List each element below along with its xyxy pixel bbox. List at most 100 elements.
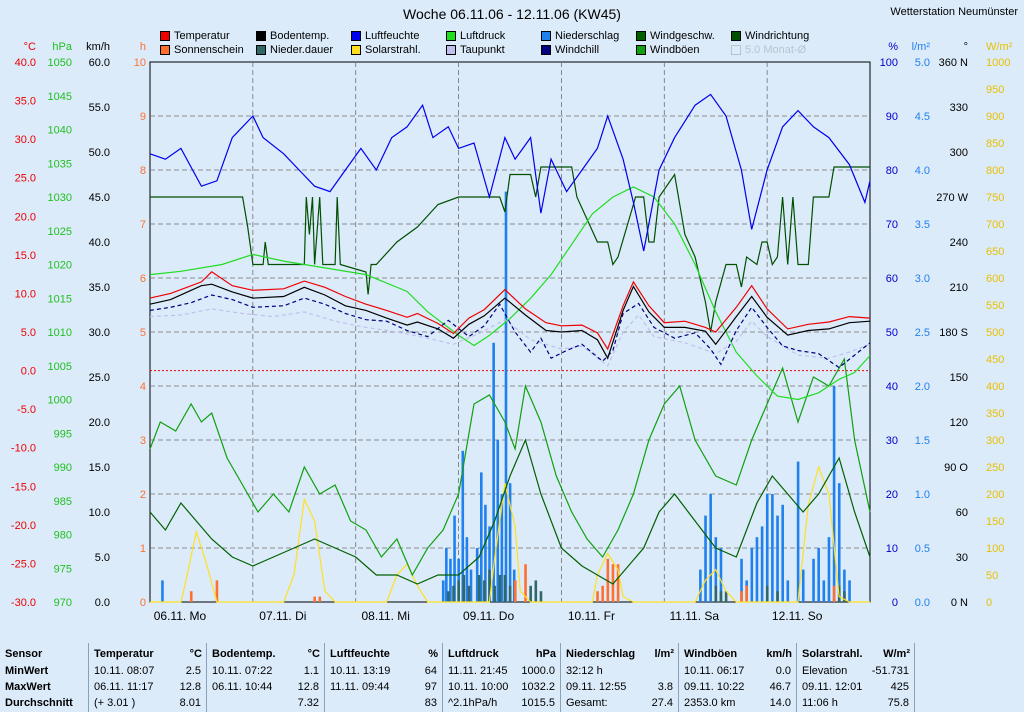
stats-avg-value: 75.8 [887,697,909,709]
rain-axis-tick: 4.0 [915,165,930,177]
day-label: 11.11. Sa [669,609,719,623]
stats-max-time: 09.11. 10:22 [684,681,745,693]
legend-item-temperatur[interactable]: Temperatur [160,30,230,42]
solar-axis-tick: 300 [986,435,1004,447]
solar-axis-tick: 100 [986,543,1004,555]
stats-section-luftdruck: Luftdruck hPa 11.11. 21:45 1000.0 10.11. 1… [442,643,560,712]
bar-niederschlag [704,515,707,602]
pressure-axis-tick: 970 [54,597,72,609]
stats-unit: W/m² [883,648,910,660]
direction-axis-tick: 150 [950,372,968,384]
direction-axis-tick: 30 [956,552,968,564]
bar-sonnenschein [513,580,517,602]
legend-item-niederdauer[interactable]: Nieder.dauer [256,44,333,56]
pressure-axis-tick: 1035 [48,158,72,170]
stats-avg-value: 14.0 [769,697,791,709]
bar-niederschlag [771,494,774,602]
bar-niederschlag [161,580,164,602]
bar-sonnenschein [313,596,316,602]
pressure-axis-tick: 1030 [48,192,72,204]
legend-item-windchill[interactable]: Windchill [541,44,599,56]
wind-axis-unit: km/h [86,41,110,53]
legend-swatch [351,45,361,55]
legend-item-bodentemp[interactable]: Bodentemp. [256,30,329,42]
bar-niederschlag [475,548,479,602]
bar-sonnenschein [745,585,748,602]
chart-title: Woche 06.11.06 - 12.11.06 (KW45) [403,6,621,22]
wind-axis-tick: 35.0 [89,282,110,294]
bar-sonnenschein [596,591,599,602]
bar-niederschlag [484,504,487,602]
stats-section-solarstrahl: Solarstrahl. W/m² Elevation -51.731 09.11.… [796,643,914,712]
temp-axis-tick: 40.0 [15,57,36,69]
bar-niederschlag [843,569,846,602]
wind-axis-tick: 20.0 [89,417,110,429]
bar-sonnenschein [215,580,219,602]
pressure-axis-unit: hPa [52,41,72,53]
bar-niederschlag [750,548,754,602]
stats-max-value: 425 [890,681,909,693]
hours-axis-tick: 10 [134,57,146,69]
wind-axis-tick: 40.0 [89,237,110,249]
humidity-axis-tick: 80 [886,165,898,177]
solar-axis-tick: 750 [986,192,1004,204]
bar-niederdauer [498,575,502,602]
bar-sonnenschein [832,585,836,602]
legend-swatch [446,31,456,41]
temp-axis-tick: -5.0 [17,404,36,416]
bar-niederschlag [496,440,500,602]
stats-header: Luftdruck [448,648,499,660]
legend-item-luftfeuchte[interactable]: Luftfeuchte [351,30,419,42]
legend-item-monat-avg[interactable]: 5.0 Monat-Ø [731,44,806,56]
humidity-axis-tick: 50 [886,327,898,339]
direction-axis-tick: 330 [950,102,968,114]
legend-item-taupunkt[interactable]: Taupunkt [446,44,505,56]
bar-niederdauer [483,580,486,602]
hours-axis-tick: 9 [140,111,146,123]
direction-axis-tick: 300 [950,147,968,159]
legend-item-windrichtung[interactable]: Windrichtung [731,30,809,42]
pressure-axis-tick: 1025 [48,226,72,238]
pressure-axis-tick: 990 [54,462,72,474]
legend-swatch [541,45,551,55]
temp-axis-tick: 5.0 [21,327,36,339]
bar-niederschlag [699,569,702,602]
legend-item-windboeen[interactable]: Windböen [636,44,700,56]
solar-axis-unit: W/m² [986,41,1013,53]
hours-axis-tick: 6 [140,273,146,285]
solar-axis-tick: 350 [986,408,1004,420]
legend-swatch [636,45,646,55]
bar-niederschlag [786,580,790,602]
stats-min-time: 10.11. 08:07 [94,665,155,677]
legend-item-solarstrahl[interactable]: Solarstrahl. [351,44,421,56]
stats-avg-note: Gesamt: [566,697,608,709]
wind-axis-tick: 25.0 [89,372,110,384]
bar-niederschlag [488,526,491,602]
stats-max-time: 09.11. 12:55 [566,681,627,693]
bar-niederdauer [724,591,728,602]
bar-niederschlag [480,472,483,602]
legend-item-sonnenschein[interactable]: Sonnenschein [160,44,244,56]
stats-row-label: MaxWert [5,681,51,693]
bar-sonnenschein [740,591,743,602]
wind-axis-tick: 30.0 [89,327,110,339]
bar-sonnenschein [189,591,193,602]
legend-label: Luftfeuchte [365,30,420,42]
day-label: 07.11. Di [259,609,306,623]
series-line-temperatur [149,271,871,351]
humidity-axis-tick: 100 [880,57,898,69]
legend-item-windgeschw[interactable]: Windgeschw. [636,30,715,42]
bar-niederdauer [503,575,507,602]
series-line-luftdruck [149,186,871,401]
legend-item-niederschlag[interactable]: Niederschlag [541,30,619,42]
wind-axis-tick: 15.0 [89,462,110,474]
temp-axis-tick: 30.0 [15,134,36,146]
stats-avg-value: 7.32 [297,697,319,709]
legend-item-luftdruck[interactable]: Luftdruck [446,30,505,42]
stats-unit: l/m² [654,648,674,660]
legend-swatch [160,45,170,55]
solar-axis-tick: 250 [986,462,1004,474]
solar-axis-tick: 800 [986,165,1004,177]
bar-sonnenschein [616,564,620,602]
solar-axis-tick: 50 [986,570,998,582]
